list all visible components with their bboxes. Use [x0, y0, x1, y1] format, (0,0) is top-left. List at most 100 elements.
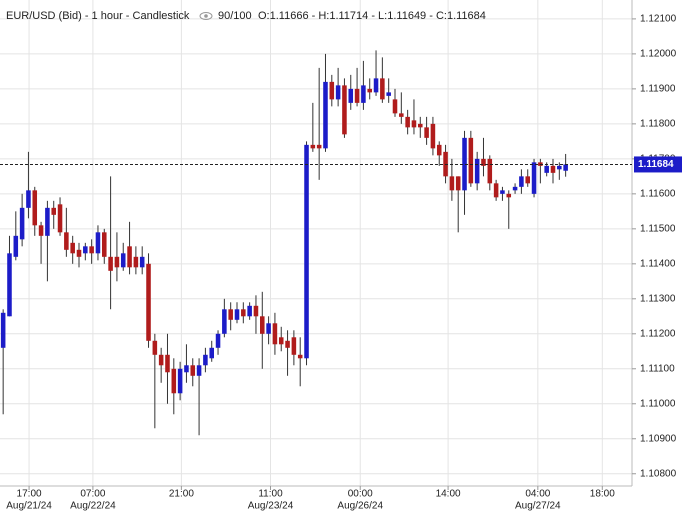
- candle-body: [0, 312, 6, 348]
- candle-body: [139, 256, 145, 268]
- candle-body: [95, 232, 101, 254]
- candle-body: [70, 242, 75, 254]
- candle-body: [247, 305, 252, 317]
- candle-body: [26, 190, 31, 208]
- candle-body: [329, 81, 335, 100]
- candle-body: [525, 176, 530, 184]
- chart-title: EUR/USD (Bid) - 1 hour - Candlestick: [6, 10, 190, 22]
- candle-body: [297, 354, 303, 359]
- candle-body: [19, 207, 25, 240]
- candle-body: [386, 92, 391, 96]
- candle-body: [411, 120, 417, 128]
- y-tick-label: 1.10900: [640, 433, 677, 444]
- candle-body: [500, 190, 505, 194]
- candle-body: [158, 354, 164, 366]
- candle-body: [45, 207, 50, 236]
- y-tick-label: 1.11500: [640, 223, 676, 234]
- candle-body: [215, 333, 221, 348]
- candle-body: [474, 158, 480, 184]
- x-tick-label: 21:00: [169, 489, 194, 500]
- candle-body: [519, 176, 524, 187]
- candle-body: [196, 365, 202, 376]
- y-tick-label: 1.12100: [640, 14, 677, 25]
- x-tick-label: 07:00: [80, 489, 105, 500]
- y-tick-label: 1.11100: [640, 363, 675, 374]
- last-price-box: [634, 156, 682, 173]
- candle-body: [171, 368, 177, 394]
- candle-body: [291, 337, 297, 355]
- x-tick-date: Aug/23/24: [248, 501, 294, 512]
- candle-body: [133, 256, 139, 268]
- candle-body: [7, 253, 12, 317]
- candle-body: [487, 158, 493, 184]
- y-tick-label: 1.11200: [640, 328, 676, 339]
- candle-body: [342, 85, 347, 135]
- candle-body: [190, 365, 196, 376]
- eye-icon[interactable]: [199, 12, 213, 20]
- candle-body: [285, 340, 290, 348]
- candle-body: [436, 144, 442, 156]
- y-tick-label: 1.11400: [640, 258, 676, 269]
- candle-body: [152, 340, 158, 355]
- candle-body: [127, 246, 132, 268]
- candle-body: [361, 85, 366, 103]
- x-tick-date: Aug/21/24: [6, 501, 52, 512]
- x-tick-label: 17:00: [17, 489, 42, 500]
- candle-body: [392, 99, 398, 114]
- candle-body: [493, 183, 499, 198]
- candle-body: [380, 78, 385, 100]
- candle-body: [146, 263, 151, 341]
- candle-body: [544, 165, 549, 173]
- candle-body: [557, 165, 562, 170]
- x-tick-date: Aug/22/24: [70, 501, 116, 512]
- counter: 90/100: [218, 10, 252, 22]
- grid: [0, 0, 632, 486]
- candle-body: [102, 232, 107, 257]
- candle-body: [399, 113, 404, 117]
- candle-body: [114, 256, 120, 268]
- y-tick-label: 1.12000: [640, 49, 677, 60]
- candle-body: [64, 232, 69, 250]
- candle-body: [367, 88, 372, 93]
- candle-body: [531, 162, 537, 194]
- candle-body: [272, 323, 278, 345]
- y-tick-label: 1.11900: [640, 84, 676, 95]
- candle-body: [468, 137, 474, 184]
- y-tick-label: 1.11800: [640, 119, 676, 130]
- candle-body: [234, 309, 240, 320]
- candle-body: [184, 365, 189, 373]
- y-tick-label: 1.11300: [640, 293, 676, 304]
- candle-body: [550, 165, 556, 173]
- candle-body: [13, 235, 19, 257]
- candle-body: [316, 144, 322, 149]
- candle-body: [481, 158, 486, 166]
- candle-body: [323, 81, 328, 149]
- candle-body: [512, 186, 518, 191]
- candle-body: [260, 316, 265, 334]
- ohlc-info: O:1.11666 - H:1.11714 - L:1.11649 - C:1.…: [258, 10, 486, 22]
- x-tick-label: 04:00: [525, 489, 550, 500]
- candle-body: [120, 253, 126, 268]
- candle-body: [373, 78, 379, 93]
- candle-body: [455, 176, 461, 191]
- candle-body: [76, 249, 82, 257]
- last-price-label: 1.11684: [638, 159, 674, 170]
- candle-body: [89, 246, 94, 254]
- candle-body: [418, 123, 423, 128]
- candle-body: [354, 88, 360, 103]
- candle-body: [57, 204, 63, 233]
- y-tick-label: 1.10800: [640, 468, 677, 479]
- x-tick-date: Aug/26/24: [337, 501, 383, 512]
- candle-body: [430, 123, 436, 149]
- candle-body: [424, 127, 429, 138]
- x-tick-label: 14:00: [436, 489, 461, 500]
- candle-body: [51, 207, 56, 215]
- candle-body: [165, 354, 170, 373]
- candle-body: [310, 144, 316, 149]
- x-tick-label: 18:00: [590, 489, 615, 500]
- x-tick-label: 00:00: [348, 489, 373, 500]
- candle-body: [405, 116, 410, 128]
- candle-body: [241, 309, 246, 317]
- candle-body: [177, 368, 183, 394]
